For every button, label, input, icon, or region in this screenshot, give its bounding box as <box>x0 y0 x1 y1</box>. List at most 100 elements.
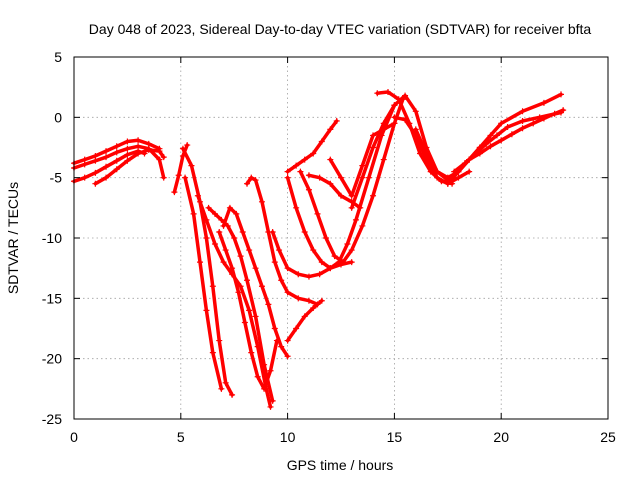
x-tick-label: 25 <box>600 429 616 445</box>
series-arc-11 <box>216 228 280 392</box>
y-tick-label: -15 <box>42 290 62 306</box>
data-point-marker <box>540 115 547 122</box>
data-point-marker <box>190 210 197 217</box>
data-point-marker <box>211 241 218 248</box>
series-arc-15 <box>284 102 398 272</box>
data-point-marker <box>333 117 340 124</box>
y-tick-label: 0 <box>54 109 62 125</box>
data-point-marker <box>461 160 468 167</box>
data-point-marker <box>301 313 308 320</box>
data-point-marker <box>427 168 434 175</box>
data-point-marker <box>380 156 387 163</box>
data-point-marker <box>237 253 244 260</box>
data-point-marker <box>171 189 178 196</box>
y-tick-label: -5 <box>50 170 63 186</box>
x-tick-label: 0 <box>70 429 78 445</box>
data-point-marker <box>391 114 398 121</box>
data-point-marker <box>284 174 291 181</box>
data-point-marker <box>103 154 110 161</box>
data-point-marker <box>551 110 558 117</box>
data-point-marker <box>295 271 302 278</box>
data-point-marker <box>305 172 312 179</box>
data-point-marker <box>305 186 312 193</box>
series-arc-16 <box>297 96 406 266</box>
x-tick-label: 15 <box>387 429 403 445</box>
data-point-marker <box>278 277 285 284</box>
data-point-marker <box>293 162 300 169</box>
data-point-marker <box>284 289 291 296</box>
data-point-marker <box>248 174 255 181</box>
data-point-marker <box>271 325 278 332</box>
series-track <box>181 146 234 397</box>
data-point-marker <box>203 216 210 223</box>
data-point-marker <box>359 174 366 181</box>
data-point-marker <box>417 150 424 157</box>
series-arc-10 <box>220 204 291 360</box>
data-point-marker <box>265 301 272 308</box>
data-point-marker <box>301 156 308 163</box>
series-track <box>72 144 166 180</box>
series-arc-13 <box>284 117 340 175</box>
data-point-marker <box>135 137 142 144</box>
data-point-marker <box>444 180 451 187</box>
data-point-marker <box>248 349 255 356</box>
data-point-marker <box>316 271 323 278</box>
data-point-marker <box>124 151 131 158</box>
data-point-marker <box>258 283 265 290</box>
data-point-marker <box>216 337 223 344</box>
y-tick-label: -20 <box>42 351 62 367</box>
data-point-marker <box>444 174 451 181</box>
data-point-marker <box>156 156 163 163</box>
data-point-marker <box>406 120 413 127</box>
data-point-marker <box>338 192 344 199</box>
data-point-marker <box>241 319 248 326</box>
series-arc-14 <box>269 228 355 280</box>
data-point-marker <box>391 120 398 127</box>
y-tick-label: 5 <box>54 49 62 65</box>
data-point-marker <box>222 379 229 386</box>
data-point-marker <box>254 373 261 380</box>
data-point-marker <box>338 174 344 181</box>
data-point-marker <box>258 198 265 205</box>
series-track <box>285 103 397 270</box>
series-track <box>217 230 279 391</box>
data-point-marker <box>81 174 88 181</box>
data-point-marker <box>487 143 494 150</box>
data-point-marker <box>348 204 355 211</box>
series-arc-09 <box>205 204 276 404</box>
data-point-marker <box>466 156 473 163</box>
data-series <box>71 88 567 410</box>
data-point-marker <box>498 120 505 127</box>
data-point-marker <box>412 126 419 133</box>
data-point-marker <box>384 88 391 95</box>
data-point-marker <box>310 304 317 311</box>
data-point-marker <box>318 138 325 145</box>
data-point-marker <box>391 102 398 109</box>
data-point-marker <box>220 222 227 229</box>
data-point-marker <box>284 265 291 272</box>
data-point-marker <box>124 138 131 145</box>
data-point-marker <box>327 156 334 163</box>
data-point-marker <box>113 149 120 156</box>
data-point-marker <box>318 297 325 304</box>
data-point-marker <box>558 91 565 98</box>
data-point-marker <box>209 283 216 290</box>
data-point-marker <box>156 148 163 155</box>
data-point-marker <box>261 361 268 368</box>
data-point-marker <box>327 265 334 272</box>
data-point-marker <box>348 247 355 254</box>
data-point-marker <box>252 265 259 272</box>
data-point-marker <box>412 108 419 115</box>
data-point-marker <box>267 367 274 374</box>
series-track <box>467 108 565 162</box>
data-point-marker <box>92 180 99 187</box>
series-track <box>392 115 471 186</box>
x-tick-label: 20 <box>493 429 509 445</box>
data-point-marker <box>103 174 110 181</box>
data-point-marker <box>81 161 88 168</box>
data-point-marker <box>340 259 347 266</box>
data-point-marker <box>348 192 355 199</box>
data-point-marker <box>205 204 212 211</box>
